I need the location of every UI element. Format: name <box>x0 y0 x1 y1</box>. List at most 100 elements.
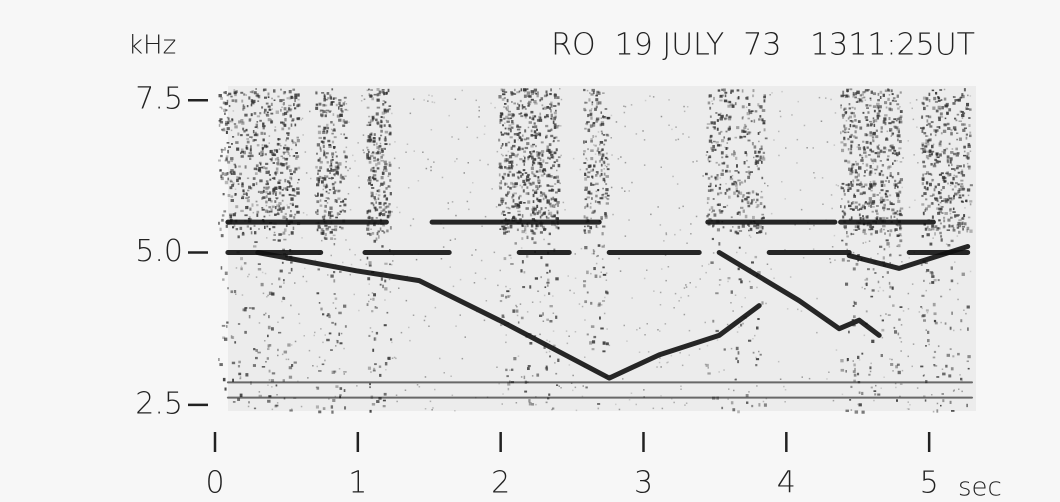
speckle <box>344 373 346 375</box>
speckle <box>961 380 963 382</box>
speckle <box>848 128 850 130</box>
speckle <box>748 140 751 142</box>
speckle <box>855 410 858 413</box>
speckle <box>545 211 547 213</box>
speckle <box>510 136 513 138</box>
speckle <box>321 92 324 94</box>
speckle <box>750 236 752 238</box>
speckle <box>850 141 853 144</box>
speckle <box>764 99 766 102</box>
speckle <box>546 368 548 370</box>
speckle <box>958 99 961 102</box>
speckle <box>525 147 528 149</box>
speckle <box>870 233 872 236</box>
speckle <box>910 102 912 104</box>
speckle <box>298 104 301 107</box>
speckle <box>622 378 624 380</box>
speckle <box>861 157 863 159</box>
speckle <box>887 177 889 180</box>
speckle <box>956 120 958 122</box>
speckle <box>686 243 688 245</box>
speckle <box>933 357 936 359</box>
speckle <box>372 194 374 196</box>
speckle <box>933 129 935 132</box>
speckle <box>230 121 233 123</box>
speckle <box>590 149 593 152</box>
speckle <box>862 163 864 165</box>
speckle <box>935 101 938 103</box>
speckle <box>947 161 949 163</box>
speckle <box>474 282 476 284</box>
speckle <box>894 160 896 162</box>
speckle <box>322 313 324 315</box>
speckle <box>541 174 544 176</box>
speckle <box>847 189 849 192</box>
speckle <box>320 199 322 201</box>
speckle <box>954 214 956 217</box>
speckle <box>331 229 334 231</box>
speckle <box>278 332 281 334</box>
speckle <box>551 409 553 411</box>
speckle <box>890 363 893 366</box>
speckle <box>849 136 852 138</box>
speckle <box>908 308 910 310</box>
speckle <box>236 267 238 269</box>
speckle <box>828 372 830 374</box>
speckle <box>846 410 849 412</box>
speckle <box>279 99 282 102</box>
speckle <box>958 231 961 234</box>
speckle <box>270 121 272 124</box>
speckle <box>285 147 288 149</box>
speckle <box>505 227 507 229</box>
speckle <box>230 180 232 182</box>
speckle <box>367 257 369 260</box>
speckle <box>585 102 587 104</box>
speckle <box>850 112 853 114</box>
speckle <box>779 111 781 113</box>
speckle <box>926 309 929 311</box>
speckle <box>589 165 591 168</box>
speckle <box>902 157 904 159</box>
speckle <box>962 228 964 231</box>
speckle <box>240 257 243 260</box>
speckle <box>878 290 880 292</box>
speckle <box>269 174 271 176</box>
speckle <box>756 227 759 230</box>
speckle <box>872 168 874 170</box>
speckle <box>955 175 957 177</box>
speckle <box>319 166 322 169</box>
speckle <box>882 320 884 322</box>
speckle <box>611 154 613 156</box>
speckle <box>523 169 526 171</box>
speckle <box>384 143 387 145</box>
speckle <box>555 316 557 319</box>
speckle <box>607 117 610 119</box>
speckle <box>852 180 854 183</box>
speckle <box>283 282 285 284</box>
speckle <box>267 193 269 195</box>
speckle <box>345 137 348 139</box>
speckle <box>250 149 252 152</box>
speckle <box>520 112 522 114</box>
speckle <box>509 288 511 290</box>
speckle <box>366 147 368 149</box>
speckle <box>319 357 321 359</box>
speckle <box>864 233 867 235</box>
speckle <box>661 116 663 118</box>
speckle <box>266 296 268 298</box>
speckle <box>665 323 667 325</box>
speckle <box>838 185 840 187</box>
speckle <box>505 231 508 233</box>
speckle <box>555 110 557 112</box>
speckle <box>773 278 775 280</box>
speckle <box>264 112 266 114</box>
speckle <box>967 152 970 155</box>
speckle <box>546 201 548 203</box>
speckle <box>887 98 890 101</box>
speckle <box>304 268 306 270</box>
speckle <box>620 270 622 272</box>
speckle <box>370 89 373 91</box>
speckle <box>265 313 267 315</box>
speckle <box>501 226 503 228</box>
speckle <box>508 111 511 113</box>
